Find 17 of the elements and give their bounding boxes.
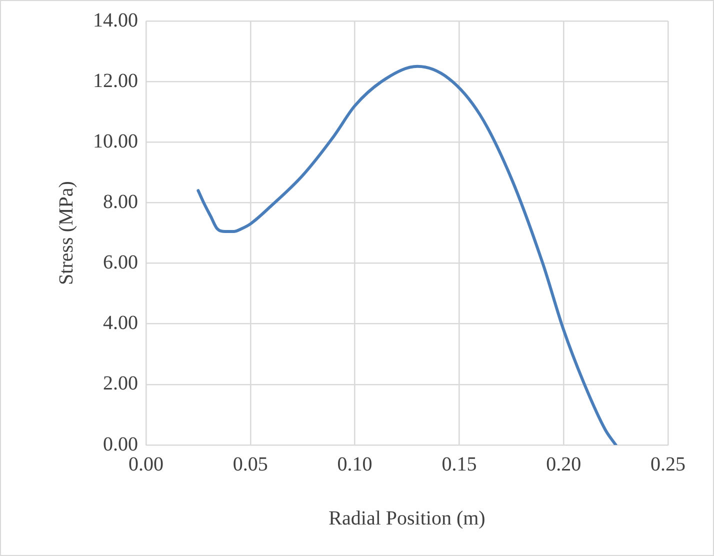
y-tick-label: 4.00 — [103, 312, 138, 334]
x-axis-title: Radial Position (m) — [328, 507, 486, 530]
x-tick-label: 0.10 — [337, 453, 372, 476]
y-axis-title: Stress (MPa) — [55, 181, 78, 285]
y-tick-label: 10.00 — [93, 130, 138, 152]
x-tick-label: 0.15 — [442, 453, 477, 476]
x-tick-label: 0.25 — [650, 453, 686, 476]
y-tick-label: 8.00 — [103, 190, 138, 213]
line-series — [196, 64, 618, 445]
y-tick-label: 6.00 — [103, 252, 138, 274]
y-tick-label: 12.00 — [93, 70, 138, 92]
y-tick-label: 2.00 — [103, 372, 138, 395]
y-tick-label: 14.00 — [93, 9, 138, 32]
x-tick-label: 0.00 — [128, 453, 164, 476]
x-tick-label: 0.05 — [232, 453, 268, 476]
y-tick-label: 0.00 — [103, 433, 138, 456]
x-tick-label: 0.20 — [546, 453, 582, 476]
